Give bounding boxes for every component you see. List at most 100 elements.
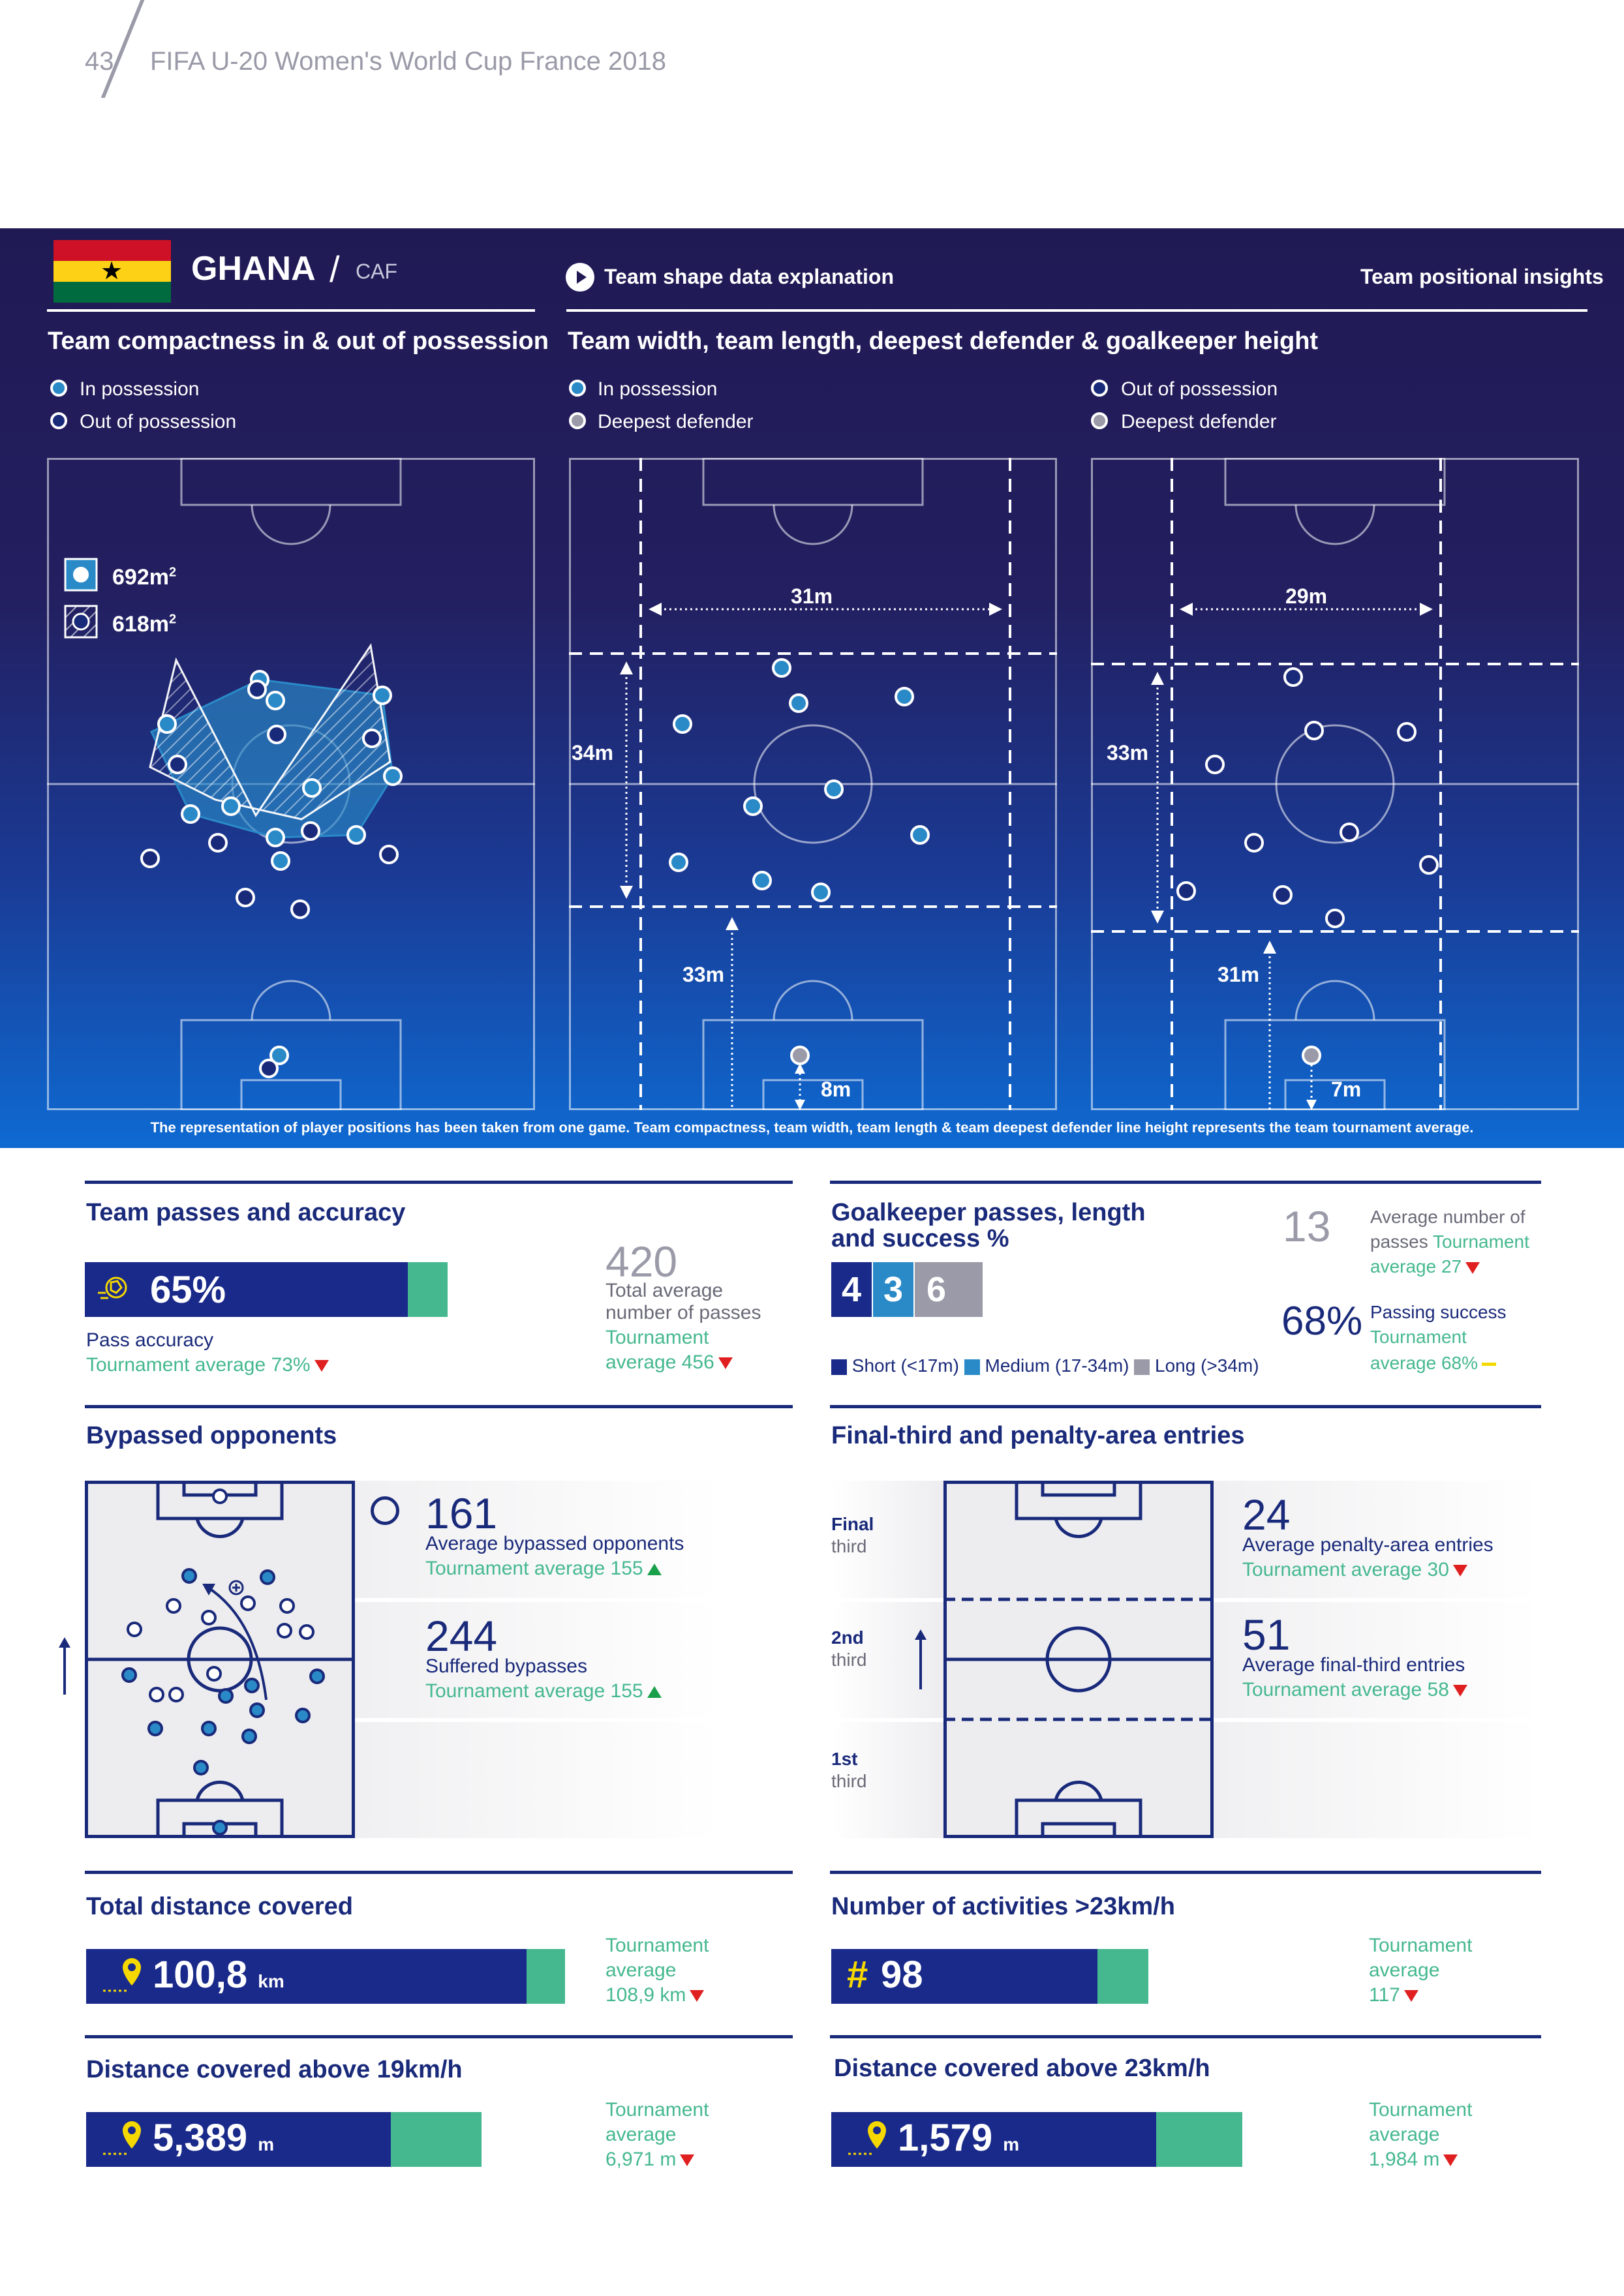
dist19-value: 5,389 m — [153, 2117, 275, 2159]
down-triangle-icon — [1452, 1685, 1467, 1697]
team-positional-insights-link[interactable]: Team positional insights — [1360, 265, 1604, 288]
dist23-tournament-1: Tournament — [1369, 2099, 1473, 2121]
dist19-tournament-2: average — [605, 2124, 677, 2145]
width-length-title: Team width, team length, deepest defende… — [568, 327, 1319, 355]
total-passes-tournament-2: average 456 — [605, 1352, 733, 1374]
bypassed-avg-tournament: Tournament average 155 — [425, 1558, 662, 1580]
down-triangle-icon — [314, 1360, 329, 1372]
pass-accuracy-value: 65% — [150, 1269, 226, 1311]
legend-in-possession-dot-2 — [569, 380, 586, 397]
legend-out-possession: Out of possession — [80, 411, 237, 432]
gk-short-box: 4 — [831, 1262, 872, 1317]
activities-value: 98 — [881, 1954, 923, 1996]
down-triangle-icon — [1465, 1261, 1480, 1274]
play-icon[interactable] — [566, 263, 594, 292]
short-legend: Short (<17m) — [851, 1355, 959, 1376]
out-width-label: 29m — [1285, 584, 1328, 608]
bypassed-legend-icon — [371, 1496, 399, 1525]
compactness-pitch — [47, 458, 535, 1110]
bypassed-divider-1 — [355, 1598, 759, 1602]
down-triangle-icon — [690, 1990, 705, 2002]
activities-title: Number of activities >23km/h — [831, 1893, 1175, 1920]
dist23-title: Distance covered above 23km/h — [834, 2055, 1210, 2082]
bypassed-pitch — [85, 1481, 355, 1838]
dist23-rule — [830, 2035, 1541, 2038]
dist23-value: 1,579 m — [898, 2117, 1020, 2159]
banner-rule-right — [566, 309, 1587, 312]
football-icon — [97, 1273, 129, 1306]
final-entries-label: Average final-third entries — [1242, 1654, 1465, 1676]
activities-tournament-2: average — [1369, 1959, 1440, 1981]
hash-icon: # — [847, 1954, 868, 1996]
goalkeeper-title-2: and success % — [831, 1225, 1009, 1252]
activities-tournament-3: 117 — [1369, 1984, 1418, 2006]
in-length-label: 34m — [572, 741, 614, 764]
confederation: CAF — [356, 260, 397, 283]
team-shape-explanation-link[interactable]: Team shape data explanation — [604, 265, 894, 288]
gk-success-tournament-1: Tournament — [1370, 1327, 1467, 1347]
legend-out-possession-dot — [50, 412, 67, 429]
suffered-bypasses-label: Suffered bypasses — [425, 1655, 587, 1677]
first-third-label: 1st third — [831, 1749, 867, 1791]
gk-success-tournament-2: average 68% — [1370, 1353, 1497, 1374]
team-shape-banner: ★ GHANA / CAF Team shape data explanatio… — [0, 228, 1624, 1148]
ghana-flag: ★ — [54, 240, 171, 303]
medium-legend: Medium (17-34m) — [985, 1355, 1129, 1376]
penalty-entries-label: Average penalty-area entries — [1242, 1534, 1494, 1556]
in-width-label: 31m — [791, 584, 833, 608]
legend-out-possession-dot-2 — [1091, 380, 1108, 397]
total-passes-label-1: Total average — [605, 1280, 724, 1301]
out-defender-label: 31m — [1218, 963, 1260, 986]
down-triangle-icon — [718, 1357, 733, 1370]
activities-rule — [830, 1871, 1541, 1874]
direction-arrow-icon — [915, 1629, 927, 1689]
in-defender-label: 33m — [682, 963, 725, 986]
entries-rule — [830, 1405, 1541, 1408]
dist19-title: Distance covered above 19km/h — [86, 2056, 463, 2083]
dist19-rule — [85, 2035, 793, 2038]
bypassed-avg-label: Average bypassed opponents — [425, 1533, 684, 1554]
pass-accuracy-bar — [85, 1262, 408, 1317]
team-slash: / — [329, 249, 340, 290]
gk-avg-passes-value: 13 — [1283, 1202, 1331, 1250]
final-entries-tournament: Tournament average 58 — [1242, 1679, 1467, 1701]
bypassed-avg-value: 161 — [425, 1489, 498, 1537]
bypassed-rule — [85, 1405, 793, 1408]
distance-rule — [85, 1871, 793, 1874]
dist23-bar — [831, 2112, 1156, 2167]
down-triangle-icon — [1403, 1990, 1418, 2002]
distance-bar — [86, 1949, 527, 2004]
total-passes-value: 420 — [605, 1237, 678, 1286]
legend-out-possession-2: Out of possession — [1121, 378, 1278, 400]
out-possession-pitch — [1091, 458, 1579, 1110]
area-in-value: 692m2 — [112, 565, 177, 590]
distance-value: 100,8 km — [153, 1954, 284, 1996]
banner-rule-left — [47, 309, 535, 312]
passes-title: Team passes and accuracy — [86, 1199, 406, 1226]
compactness-title: Team compactness in & out of possession — [48, 327, 549, 355]
out-gk-label: 7m — [1331, 1078, 1362, 1101]
gk-avg-passes-label-1: Average number of — [1370, 1207, 1525, 1227]
long-swatch — [1134, 1359, 1150, 1375]
distance-tournament-2: average — [605, 1959, 677, 1981]
medium-swatch — [964, 1359, 980, 1375]
up-triangle-icon — [647, 1563, 662, 1576]
direction-arrow-icon — [59, 1637, 70, 1695]
entries-pitch — [943, 1481, 1214, 1838]
final-third-label: Final third — [831, 1514, 874, 1556]
pass-accuracy-tournament: Tournament average 73% — [86, 1354, 329, 1376]
gk-medium-box: 3 — [873, 1262, 913, 1317]
total-passes-label-2: number of passes — [605, 1302, 761, 1323]
suffered-bypasses-tournament: Tournament average 155 — [425, 1680, 662, 1702]
total-passes-tournament-1: Tournament — [605, 1327, 709, 1348]
penalty-entries-value: 24 — [1242, 1490, 1291, 1539]
page-number: 43 — [85, 47, 114, 76]
bypassed-stats-fade — [355, 1481, 720, 1838]
legend-deepest-defender-2: Deepest defender — [1121, 411, 1277, 432]
entries-right-fade — [1214, 1481, 1541, 1838]
suffered-bypasses-value: 244 — [425, 1612, 498, 1660]
bypassed-title: Bypassed opponents — [86, 1422, 337, 1449]
dist23-tournament-3: 1,984 m — [1369, 2149, 1458, 2171]
dist19-tournament-3: 6,971 m — [605, 2149, 695, 2171]
gk-success-label: Passing success — [1370, 1302, 1507, 1322]
